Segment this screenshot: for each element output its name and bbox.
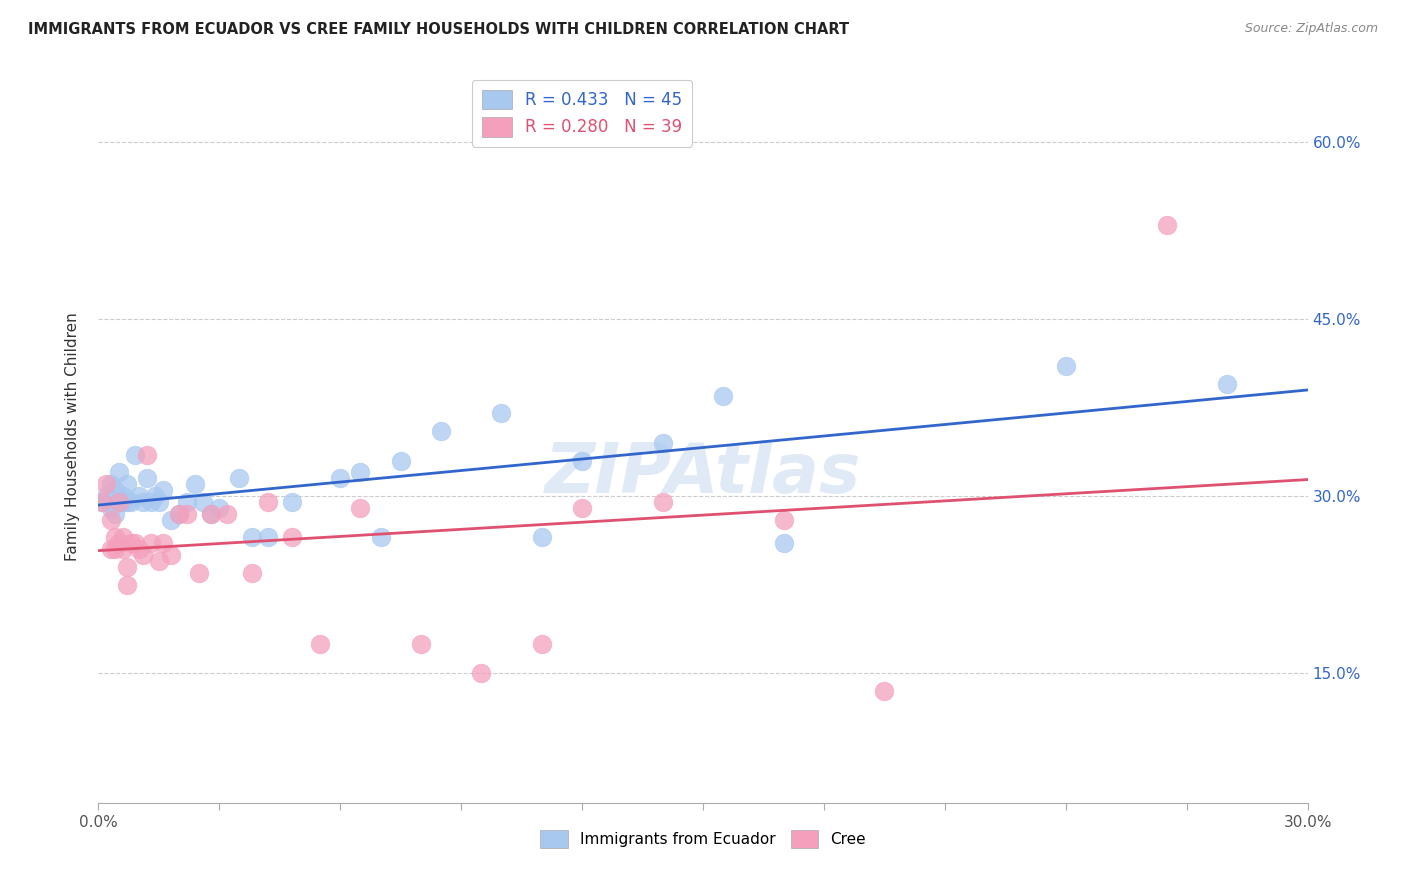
Point xyxy=(103,530,125,544)
Point xyxy=(103,483,125,498)
Point xyxy=(139,536,162,550)
Point xyxy=(349,500,371,515)
Point xyxy=(100,500,122,515)
Point xyxy=(96,477,118,491)
Text: IMMIGRANTS FROM ECUADOR VS CREE FAMILY HOUSEHOLDS WITH CHILDREN CORRELATION CHAR: IMMIGRANTS FROM ECUADOR VS CREE FAMILY H… xyxy=(28,22,849,37)
Point xyxy=(160,513,183,527)
Point xyxy=(370,530,392,544)
Point xyxy=(103,507,125,521)
Point xyxy=(491,407,513,421)
Point xyxy=(152,536,174,550)
Point xyxy=(100,513,122,527)
Point xyxy=(135,471,157,485)
Point xyxy=(107,536,129,550)
Point xyxy=(115,477,138,491)
Point xyxy=(389,453,412,467)
Point xyxy=(115,559,138,574)
Text: Source: ZipAtlas.com: Source: ZipAtlas.com xyxy=(1244,22,1378,36)
Point xyxy=(176,507,198,521)
Point xyxy=(309,636,332,650)
Point xyxy=(111,495,134,509)
Point xyxy=(430,424,453,438)
Point xyxy=(530,636,553,650)
Point xyxy=(107,466,129,480)
Y-axis label: Family Households with Children: Family Households with Children xyxy=(65,313,80,561)
Point xyxy=(107,495,129,509)
Point xyxy=(571,500,593,515)
Point xyxy=(711,389,734,403)
Point xyxy=(329,471,352,485)
Point xyxy=(409,636,432,650)
Point xyxy=(120,536,142,550)
Point xyxy=(349,466,371,480)
Point xyxy=(281,495,304,509)
Point xyxy=(143,489,166,503)
Point xyxy=(132,495,155,509)
Point xyxy=(148,495,170,509)
Point xyxy=(111,542,134,557)
Point xyxy=(91,495,114,509)
Point xyxy=(167,507,190,521)
Point xyxy=(132,548,155,562)
Point xyxy=(139,495,162,509)
Legend: Immigrants from Ecuador, Cree: Immigrants from Ecuador, Cree xyxy=(534,824,872,854)
Point xyxy=(240,530,263,544)
Point xyxy=(530,530,553,544)
Point xyxy=(208,500,231,515)
Point xyxy=(120,495,142,509)
Point xyxy=(651,495,673,509)
Point xyxy=(193,495,215,509)
Point xyxy=(91,495,114,509)
Point xyxy=(228,471,250,485)
Point xyxy=(135,448,157,462)
Point xyxy=(1054,359,1077,374)
Point xyxy=(128,489,150,503)
Point xyxy=(111,489,134,503)
Point xyxy=(200,507,222,521)
Point xyxy=(470,666,492,681)
Point xyxy=(96,489,118,503)
Point xyxy=(128,542,150,557)
Point xyxy=(111,530,134,544)
Point xyxy=(873,683,896,698)
Point xyxy=(100,477,122,491)
Point xyxy=(188,566,211,580)
Point xyxy=(115,495,138,509)
Point xyxy=(772,536,794,550)
Point xyxy=(184,477,207,491)
Point xyxy=(103,542,125,557)
Point xyxy=(256,495,278,509)
Point xyxy=(1216,376,1239,391)
Point xyxy=(160,548,183,562)
Point xyxy=(107,495,129,509)
Point xyxy=(152,483,174,498)
Point xyxy=(115,577,138,591)
Point xyxy=(200,507,222,521)
Point xyxy=(571,453,593,467)
Point xyxy=(100,542,122,557)
Text: ZIPAtlas: ZIPAtlas xyxy=(546,440,860,508)
Point xyxy=(256,530,278,544)
Point xyxy=(217,507,239,521)
Point xyxy=(240,566,263,580)
Point xyxy=(124,448,146,462)
Point xyxy=(176,495,198,509)
Point xyxy=(281,530,304,544)
Point xyxy=(1156,218,1178,232)
Point xyxy=(651,436,673,450)
Point xyxy=(772,513,794,527)
Point xyxy=(167,507,190,521)
Point xyxy=(148,554,170,568)
Point xyxy=(124,536,146,550)
